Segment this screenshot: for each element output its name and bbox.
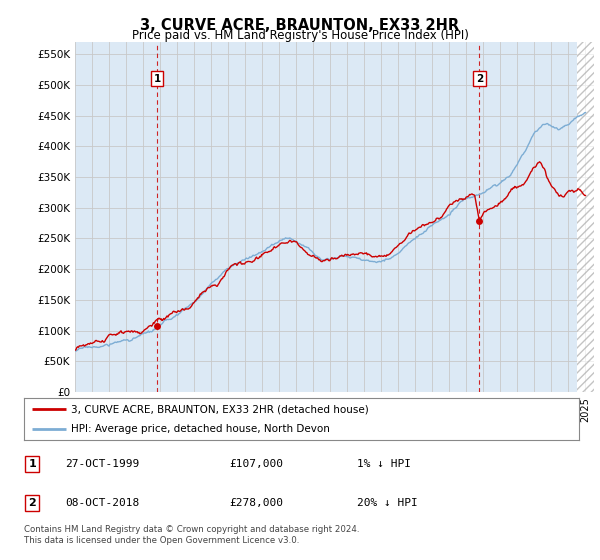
Bar — [577, 42, 594, 392]
Text: 08-OCT-2018: 08-OCT-2018 — [65, 498, 140, 508]
Text: Contains HM Land Registry data © Crown copyright and database right 2024.
This d: Contains HM Land Registry data © Crown c… — [24, 525, 359, 545]
Text: £107,000: £107,000 — [229, 459, 283, 469]
Text: 1: 1 — [154, 74, 161, 84]
Bar — [577, 42, 594, 392]
Text: HPI: Average price, detached house, North Devon: HPI: Average price, detached house, Nort… — [71, 424, 330, 434]
Text: 1: 1 — [28, 459, 36, 469]
Text: 1% ↓ HPI: 1% ↓ HPI — [357, 459, 411, 469]
Text: 2: 2 — [28, 498, 36, 508]
Text: 27-OCT-1999: 27-OCT-1999 — [65, 459, 140, 469]
Text: Price paid vs. HM Land Registry's House Price Index (HPI): Price paid vs. HM Land Registry's House … — [131, 29, 469, 42]
Text: 3, CURVE ACRE, BRAUNTON, EX33 2HR (detached house): 3, CURVE ACRE, BRAUNTON, EX33 2HR (detac… — [71, 404, 369, 414]
Text: £278,000: £278,000 — [229, 498, 283, 508]
Bar — [577, 42, 594, 392]
Text: 3, CURVE ACRE, BRAUNTON, EX33 2HR: 3, CURVE ACRE, BRAUNTON, EX33 2HR — [140, 18, 460, 33]
Text: 20% ↓ HPI: 20% ↓ HPI — [357, 498, 418, 508]
Text: 2: 2 — [476, 74, 483, 84]
